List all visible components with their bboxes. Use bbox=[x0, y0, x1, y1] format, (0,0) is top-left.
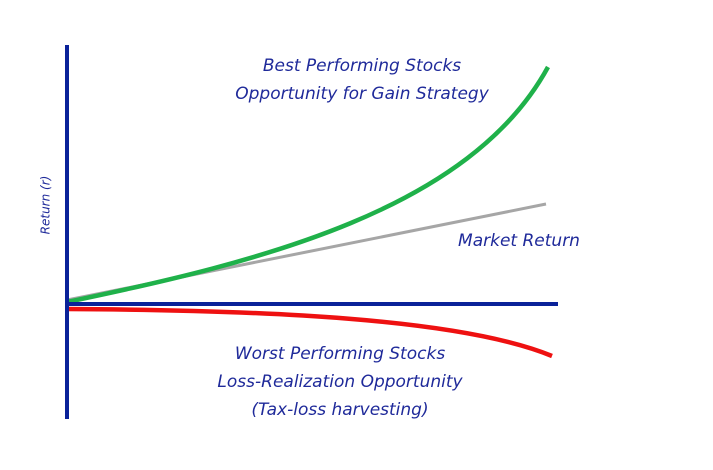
annotation: Worst Performing Stocks bbox=[235, 344, 446, 364]
annotation: Opportunity for Gain Strategy bbox=[235, 84, 489, 104]
axis-label: Return (r) bbox=[39, 176, 53, 235]
annotation: Market Return bbox=[458, 231, 580, 251]
annotation: Loss-Realization Opportunity bbox=[217, 372, 463, 392]
worst-curve bbox=[66, 306, 553, 359]
best-curve bbox=[66, 65, 550, 305]
annotation: Best Performing Stocks bbox=[263, 56, 461, 76]
annotation: (Tax-loss harvesting) bbox=[251, 400, 428, 420]
